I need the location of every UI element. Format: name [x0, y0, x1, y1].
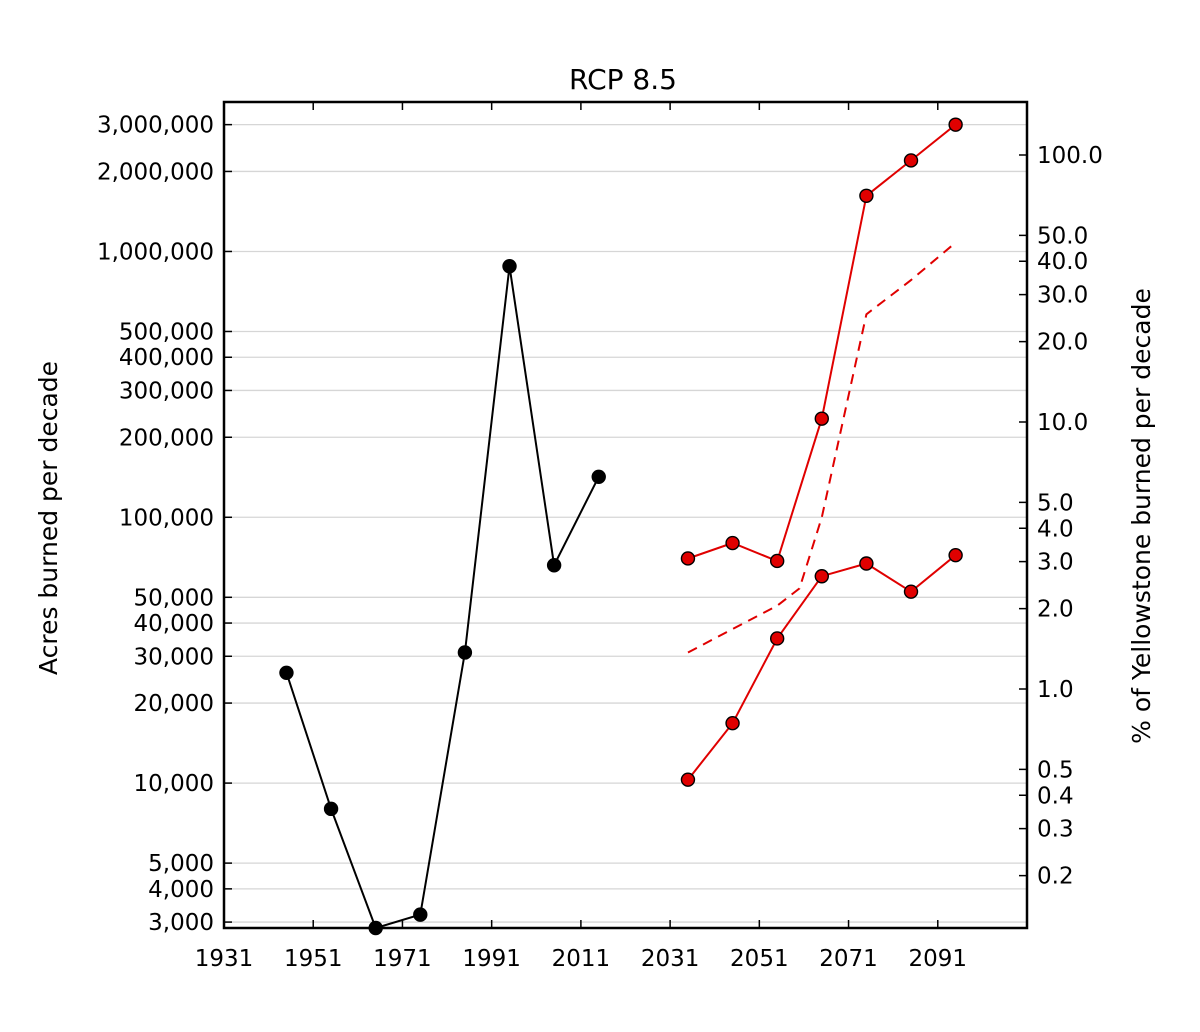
- data-point: [680, 551, 696, 566]
- data-point: [859, 188, 874, 203]
- y-tick-label-left: 400,000: [119, 345, 214, 371]
- y-tick-label-right: 50.0: [1037, 223, 1088, 249]
- y-tick-label-left: 20,000: [134, 691, 214, 717]
- series-layer: [279, 117, 963, 936]
- data-point: [725, 716, 740, 731]
- y-tick-label-left: 4,000: [148, 877, 214, 903]
- y-tick-label-right: 0.4: [1037, 783, 1074, 809]
- data-point: [680, 772, 696, 787]
- data-point: [769, 631, 785, 646]
- y-tick-label-right: 0.5: [1037, 757, 1074, 783]
- data-point: [546, 558, 562, 573]
- x-tick-label: 2011: [552, 946, 611, 972]
- y-tick-label-right: 100.0: [1037, 143, 1103, 169]
- y-tick-label-left: 500,000: [119, 319, 214, 345]
- x-tick-label: 2051: [730, 946, 789, 972]
- grid: [224, 123, 1027, 923]
- y-tick-label-right: 0.3: [1037, 817, 1074, 843]
- ticks: 3,0004,0005,00010,00020,00030,00040,0005…: [97, 102, 1103, 972]
- y-tick-label-right: 20.0: [1037, 330, 1088, 356]
- y-tick-label-right: 0.2: [1037, 864, 1074, 890]
- y-tick-label-left: 3,000: [148, 910, 214, 936]
- data-point: [903, 153, 919, 168]
- y-tick-label-left: 30,000: [134, 644, 214, 670]
- x-tick-label: 2071: [819, 946, 878, 972]
- chart-title: RCP 8.5: [569, 63, 677, 96]
- y-axis-label-right: % of Yellowstone burned per decade: [1127, 288, 1156, 744]
- y-tick-label-left: 300,000: [119, 378, 214, 404]
- x-tick-label: 1971: [373, 946, 432, 972]
- y-tick-label-right: 2.0: [1037, 597, 1074, 623]
- data-point: [323, 801, 339, 817]
- y-tick-label-right: 40.0: [1037, 249, 1088, 275]
- y-tick-label-left: 5,000: [148, 851, 214, 877]
- y-tick-label-right: 5.0: [1037, 490, 1074, 516]
- data-point: [769, 553, 785, 569]
- data-point: [948, 548, 963, 563]
- y-tick-label-left: 200,000: [119, 425, 214, 451]
- x-tick-label: 1991: [462, 946, 521, 972]
- y-tick-label-right: 4.0: [1037, 516, 1074, 542]
- y-tick-label-right: 30.0: [1037, 283, 1088, 309]
- y-tick-label-left: 2,000,000: [97, 159, 214, 185]
- series-line: [687, 123, 957, 563]
- data-point: [279, 665, 294, 680]
- y-tick-label-right: 1.0: [1037, 677, 1074, 703]
- data-point: [413, 907, 428, 922]
- y-tick-label-left: 50,000: [134, 585, 214, 611]
- series-line: [687, 241, 957, 654]
- data-point: [591, 469, 606, 484]
- x-tick-label: 1951: [284, 946, 343, 972]
- data-point: [725, 535, 740, 551]
- data-point: [814, 569, 829, 584]
- y-tick-label-left: 1,000,000: [97, 239, 214, 265]
- x-tick-label: 2091: [909, 946, 968, 972]
- x-tick-label: 2031: [641, 946, 700, 972]
- plot-frame: [222, 100, 1029, 930]
- data-point: [814, 411, 829, 426]
- y-tick-label-left: 100,000: [119, 505, 214, 531]
- data-point: [948, 117, 963, 132]
- data-point: [859, 556, 874, 571]
- data-point: [457, 645, 473, 660]
- y-axis-label-left: Acres burned per decade: [34, 361, 63, 675]
- data-point: [903, 584, 919, 599]
- y-tick-label-right: 10.0: [1037, 410, 1088, 436]
- x-tick-label: 1931: [195, 946, 254, 972]
- y-tick-label-left: 40,000: [134, 611, 214, 637]
- series-line: [285, 266, 600, 930]
- y-tick-label-left: 3,000,000: [97, 113, 214, 139]
- data-point: [502, 259, 517, 274]
- y-tick-label-left: 10,000: [134, 771, 214, 797]
- y-tick-label-right: 3.0: [1037, 550, 1074, 576]
